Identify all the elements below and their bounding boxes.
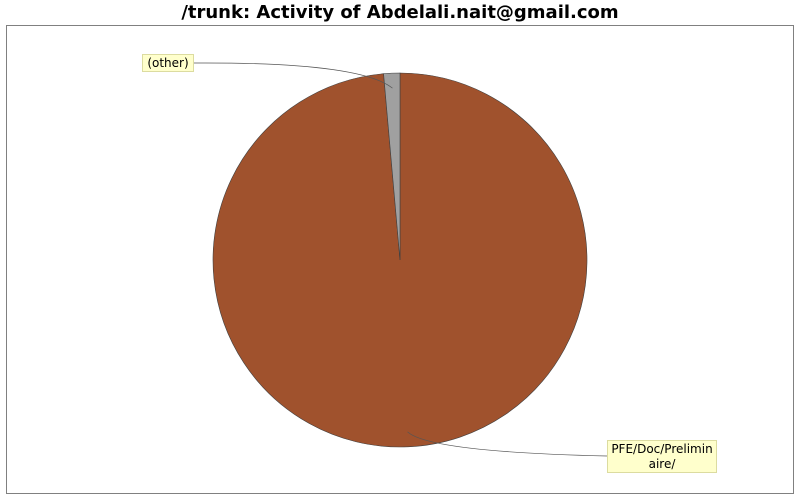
pie-slice-other xyxy=(383,72,401,261)
slice-label-other: (other) xyxy=(142,54,194,72)
chart-title: /trunk: Activity of Abdelali.nait@gmail.… xyxy=(181,2,619,23)
slice-label-pfe: PFE/Doc/Prelimin aire/ xyxy=(607,440,717,473)
leader-line-other xyxy=(193,62,393,89)
leader-line-pfe xyxy=(407,431,608,457)
